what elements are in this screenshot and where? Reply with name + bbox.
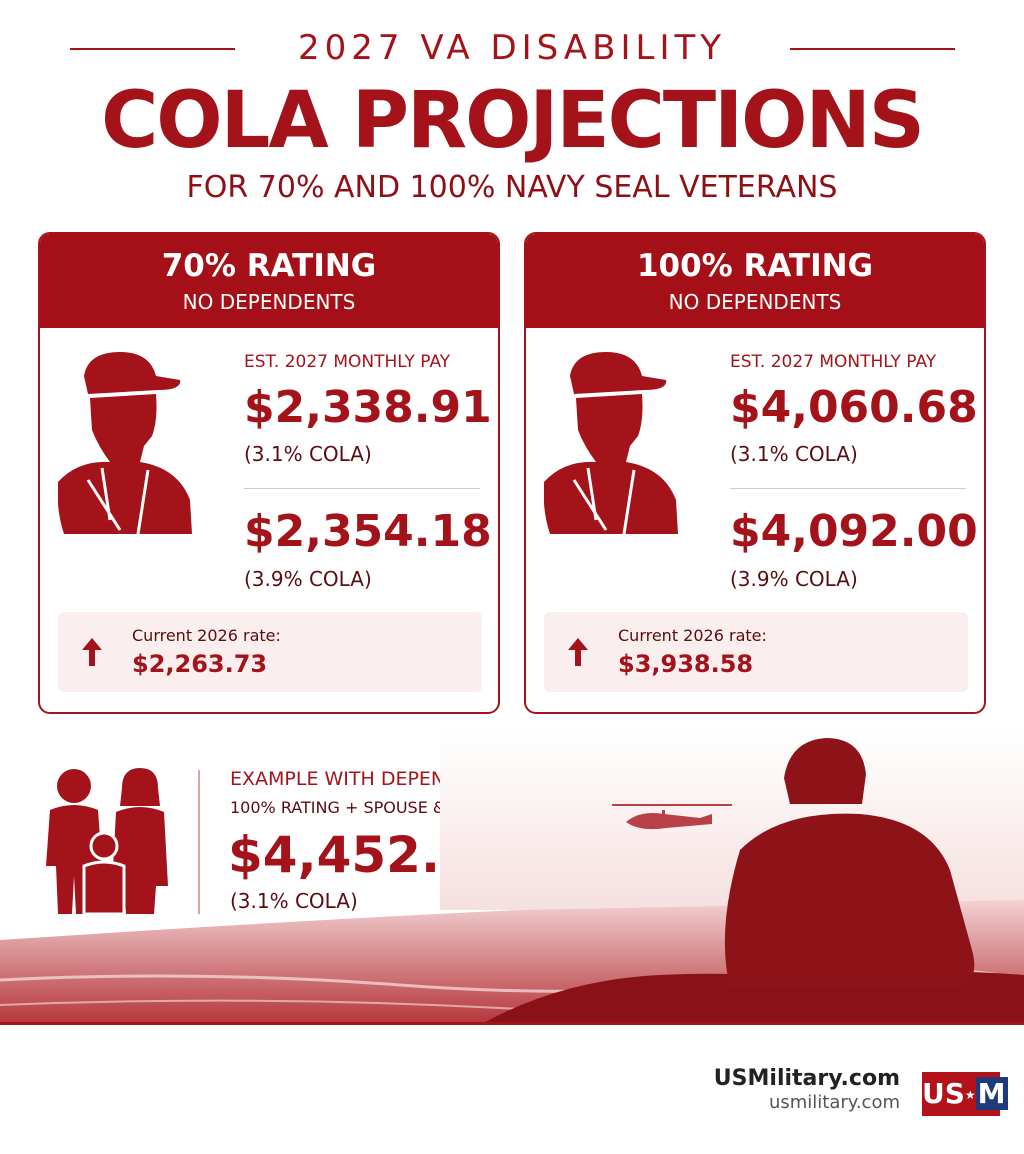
cola: (3.9% COLA) — [730, 567, 858, 591]
title: COLA PROJECTIONS — [101, 76, 925, 166]
current-label: Current 2026 rate: — [618, 626, 767, 645]
soldier-icon — [544, 352, 678, 534]
logo: US★M — [922, 1072, 1008, 1116]
current-rate-box: Current 2026 rate: $2,263.73 — [58, 612, 482, 692]
cola: (3.1% COLA) — [730, 442, 858, 466]
divider — [244, 488, 480, 489]
amount: $2,338.91 — [244, 382, 492, 433]
amount: $4,092.00 — [730, 506, 978, 557]
pay-label: EST. 2027 MONTHLY PAY — [244, 352, 451, 372]
current-amount: $3,938.58 — [618, 650, 754, 678]
amount: $4,060.68 — [730, 382, 978, 433]
divider — [198, 770, 200, 914]
amount: $2,354.18 — [244, 506, 492, 557]
example-label: EXAMPLE WITH DEPENDENTS — [230, 768, 510, 790]
rating-card: 70% RATING NO DEPENDENTS EST. 2027 MONTH… — [38, 232, 500, 714]
up-arrow — [82, 638, 102, 666]
card-header: 100% RATING NO DEPENDENTS — [526, 234, 984, 328]
cola: (3.9% COLA) — [244, 567, 372, 591]
card-header: 70% RATING NO DEPENDENTS — [40, 234, 498, 328]
scene — [0, 730, 1024, 1025]
up-arrow — [568, 638, 588, 666]
logo-right: M — [975, 1077, 1008, 1110]
card-title: 70% RATING — [161, 248, 377, 284]
pay-label: EST. 2027 MONTHLY PAY — [730, 352, 937, 372]
logo-left: US — [922, 1077, 965, 1110]
cola: (3.1% COLA) — [244, 442, 372, 466]
card-subtitle: NO DEPENDENTS — [668, 290, 842, 314]
footer-url: usmilitary.com — [768, 1092, 900, 1113]
card-subtitle: NO DEPENDENTS — [182, 290, 356, 314]
example-cola: (3.1% COLA) — [230, 889, 358, 913]
divider — [730, 488, 966, 489]
card-title: 100% RATING — [636, 248, 874, 284]
kicker: 2027 VA DISABILITY — [297, 28, 727, 68]
footer-brand: USMilitary.com — [713, 1066, 900, 1091]
subtitle: FOR 70% AND 100% NAVY SEAL VETERANS — [186, 170, 838, 205]
current-rate-box: Current 2026 rate: $3,938.58 — [544, 612, 968, 692]
current-amount: $2,263.73 — [132, 650, 268, 678]
soldier-icon — [58, 352, 192, 534]
rule — [70, 48, 235, 50]
family-icon — [46, 768, 168, 916]
current-label: Current 2026 rate: — [132, 626, 281, 645]
rating-card: 100% RATING NO DEPENDENTS EST. 2027 MONT… — [524, 232, 986, 714]
rule — [790, 48, 955, 50]
